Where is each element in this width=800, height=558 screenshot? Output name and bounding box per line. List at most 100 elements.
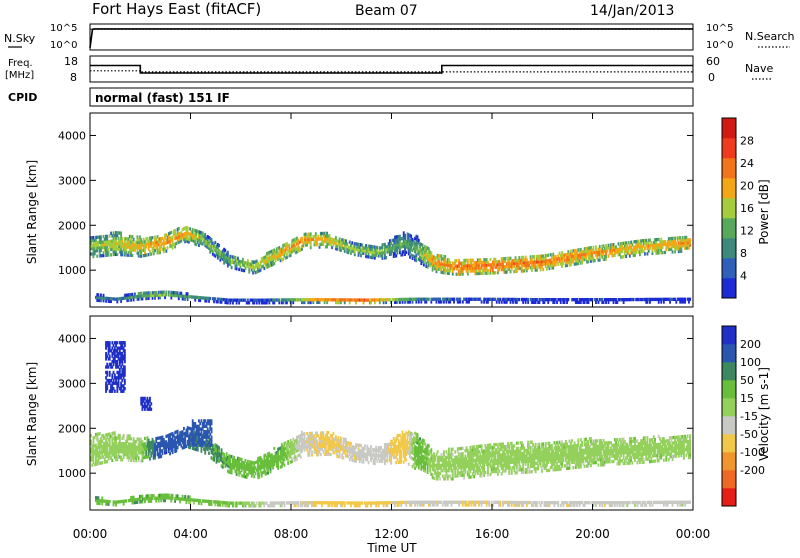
frequency-panel: Freq. [MHz] 18 8 60 0 Nave [5, 55, 773, 84]
heatmap-cell [333, 432, 335, 435]
heatmap-cell [273, 447, 275, 450]
heatmap-cell [96, 255, 98, 258]
freq-label-line1: Freq. [8, 58, 33, 69]
heatmap-cell [111, 459, 113, 462]
heatmap-cell [644, 252, 646, 255]
heatmap-cell [506, 270, 508, 273]
power-y-title: Slant Range [km] [25, 160, 39, 264]
heatmap-cell [364, 444, 366, 447]
heatmap-cell [534, 255, 536, 258]
heatmap-cell [241, 458, 243, 461]
heatmap-cell [91, 464, 93, 467]
heatmap-cell [110, 253, 112, 256]
heatmap-cell [98, 293, 100, 296]
heatmap-cell [169, 452, 171, 455]
heatmap-cell [345, 239, 347, 242]
heatmap-cell [343, 456, 345, 459]
heatmap-cell [444, 255, 446, 258]
power-frame [90, 113, 693, 307]
heatmap-cell [273, 262, 275, 265]
heatmap-cell [170, 231, 172, 234]
power-heatmap [90, 226, 691, 305]
nave-label: Nave [745, 62, 773, 75]
heatmap-cell [428, 444, 430, 447]
y-tick-label: 1000 [58, 264, 86, 277]
heatmap-cell [481, 300, 483, 303]
heatmap-cell [247, 259, 249, 262]
frequency-frame [90, 56, 693, 82]
heatmap-cell [322, 431, 324, 434]
heatmap-cell [154, 249, 156, 252]
heatmap-cell [94, 436, 96, 439]
heatmap-cell [346, 242, 348, 245]
heatmap-cell [132, 235, 134, 238]
heatmap-cell [311, 451, 313, 454]
heatmap-cell [209, 297, 211, 300]
heatmap-cell [218, 446, 220, 449]
heatmap-cell [114, 431, 116, 434]
heatmap-cell [133, 437, 135, 440]
heatmap-cell [473, 475, 475, 478]
heatmap-cell [370, 445, 372, 448]
heatmap-cell [177, 291, 179, 294]
heatmap-cell [231, 266, 233, 269]
heatmap-cell [178, 227, 180, 230]
heatmap-cell [150, 253, 152, 256]
heatmap-cell [400, 450, 402, 453]
heatmap-cell [310, 232, 312, 235]
noise-tick-high: 10^5 [50, 23, 77, 34]
heatmap-cell [300, 456, 302, 459]
noise-frame [90, 24, 693, 50]
heatmap-cell [376, 246, 378, 249]
freq-tick-low: 8 [70, 71, 77, 84]
heatmap-cell [218, 244, 220, 247]
heatmap-cell [165, 290, 167, 293]
heatmap-cell [452, 448, 454, 451]
heatmap-cell [187, 292, 189, 295]
heatmap-cell [542, 268, 544, 271]
heatmap-cell [591, 298, 593, 301]
freq-tick-high: 18 [64, 55, 78, 68]
heatmap-cell [329, 234, 331, 237]
heatmap-cell [557, 263, 559, 266]
station-title: Fort Hays East (fitACF) [92, 0, 261, 18]
heatmap-cell [103, 294, 105, 297]
heatmap-cell [408, 463, 410, 466]
heatmap-cell [340, 437, 342, 440]
heatmap-cell [253, 475, 255, 478]
heatmap-cell [432, 473, 434, 476]
heatmap-cell [350, 442, 352, 445]
nave-line [90, 71, 693, 72]
heatmap-cell [403, 460, 405, 463]
heatmap-cell [365, 244, 367, 247]
heatmap-cell [174, 229, 176, 232]
beam-label: Beam 07 [355, 3, 418, 19]
heatmap-cell [132, 254, 134, 257]
heatmap-cell [177, 430, 179, 433]
heatmap-cell [417, 433, 419, 436]
heatmap-cell [165, 250, 167, 253]
heatmap-cell [119, 434, 121, 437]
heatmap-cell [485, 471, 487, 474]
heatmap-cell [149, 457, 151, 460]
heatmap-cell [595, 245, 597, 248]
heatmap-cell [237, 257, 239, 260]
heatmap-cell [167, 246, 169, 249]
heatmap-cell [518, 298, 520, 301]
heatmap-cell [162, 449, 164, 452]
nave-tick-high: 60 [706, 55, 720, 68]
heatmap-cell [462, 447, 464, 450]
heatmap-cell [168, 291, 170, 294]
heatmap-cell [430, 251, 432, 254]
heatmap-cell [226, 452, 228, 455]
heatmap-cell [487, 269, 489, 272]
heatmap-cell [437, 450, 439, 453]
heatmap-cell [289, 244, 291, 247]
heatmap-cell [211, 238, 213, 241]
nsky-label: N.Sky [4, 32, 36, 45]
y-tick-label: 2000 [58, 219, 86, 232]
heatmap-cell [187, 226, 189, 229]
heatmap-cell [138, 456, 140, 459]
